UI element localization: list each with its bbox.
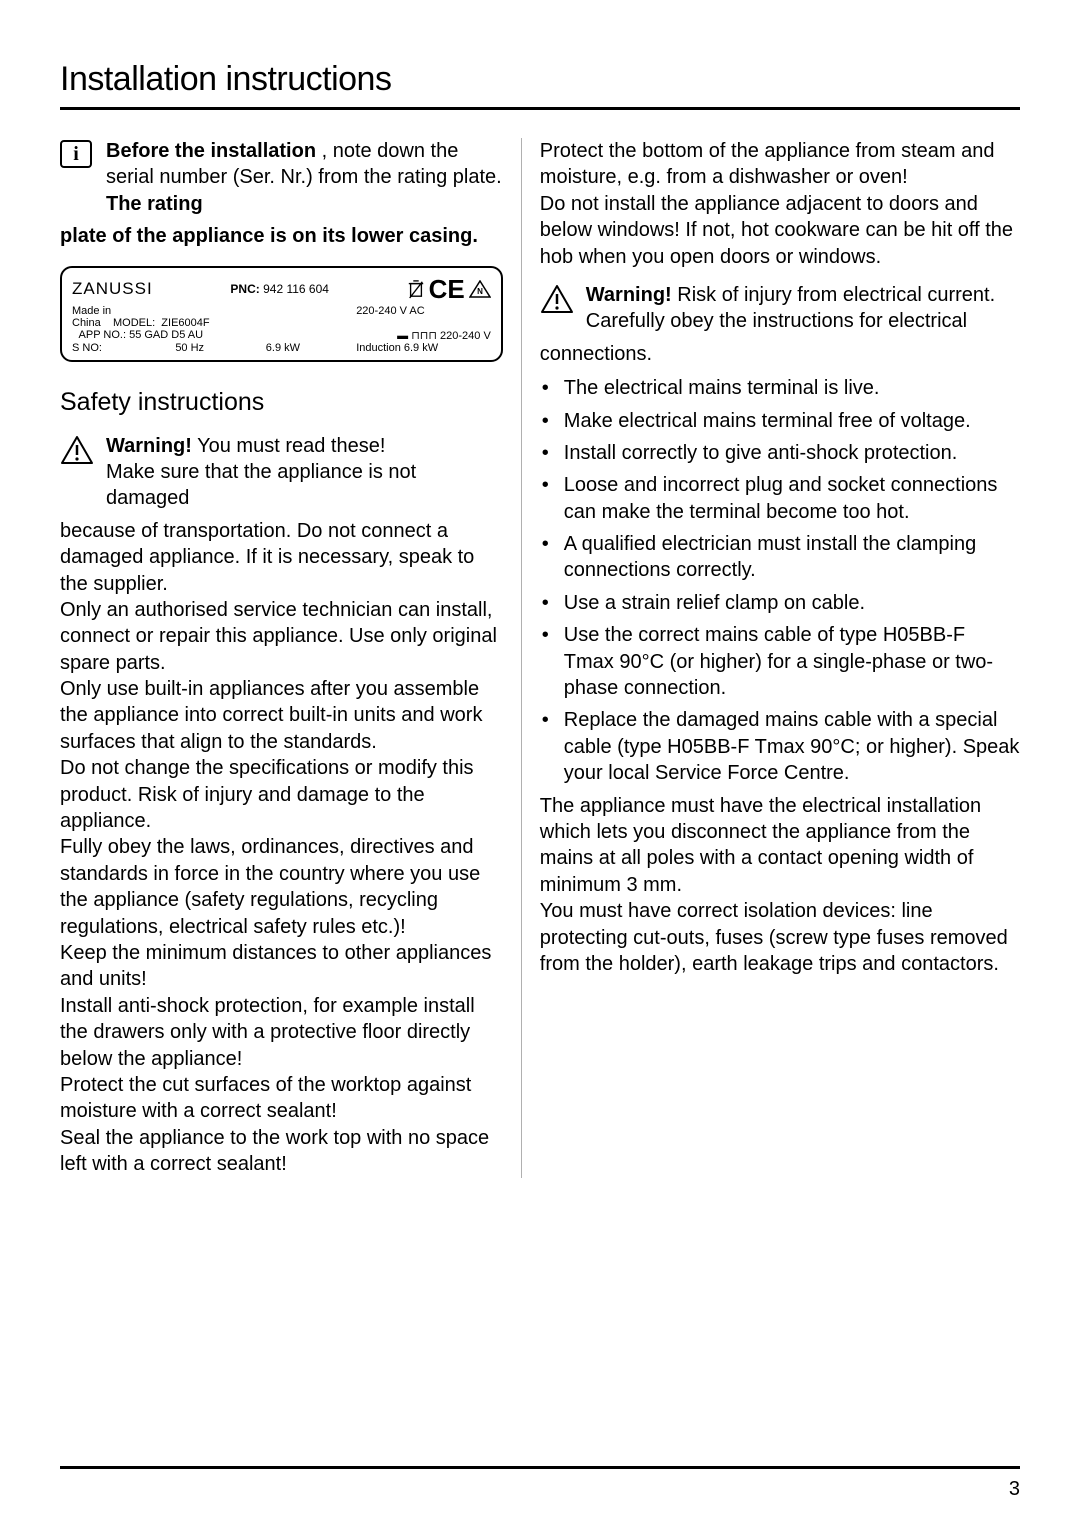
plate-voltage1: 220-240 V AC [356, 305, 491, 329]
warning-right-text: Warning! Risk of injury from electrical … [586, 282, 995, 335]
safety-block: because of transportation. Do not connec… [60, 518, 503, 1178]
column-right: Protect the bottom of the appliance from… [521, 138, 1020, 1178]
warn-continue: connections. [540, 341, 1020, 367]
warning-callout-left: Warning! You must read these! Make sure … [60, 433, 503, 512]
right-p4: You must have correct isolation devices:… [540, 898, 1020, 977]
right-p1: Protect the bottom of the appliance from… [540, 138, 1020, 191]
list-item: Use the correct mains cable of type H05B… [540, 622, 1020, 701]
svg-text:N: N [477, 287, 483, 296]
approval-icon: N [469, 280, 491, 298]
plate-made: Made in China MODEL: ZIE6004F [72, 305, 210, 329]
warning-left-text: Warning! You must read these! Make sure … [106, 433, 503, 512]
page-title: Installation instructions [60, 60, 1020, 99]
page-number: 3 [1009, 1478, 1020, 1501]
warning-callout-right: Warning! Risk of injury from electrical … [540, 282, 1020, 335]
list-item: Use a strain relief clamp on cable. [540, 590, 1020, 616]
list-item: A qualified electrician must install the… [540, 531, 1020, 584]
footer-rule [60, 1466, 1020, 1469]
right-p3: The appliance must have the electrical i… [540, 793, 1020, 899]
list-item: Install correctly to give anti-shock pro… [540, 440, 1020, 466]
info-bold2-part2: plate of the appliance is on its lower c… [60, 223, 503, 249]
warning-icon [540, 284, 574, 314]
right-p2: Do not install the appliance adjacent to… [540, 191, 1020, 270]
info-text: Before the installation , note down the … [106, 138, 503, 217]
column-left: i Before the installation , note down th… [60, 138, 521, 1178]
ce-mark-icon: CE N [407, 274, 491, 305]
two-column-layout: i Before the installation , note down th… [60, 138, 1020, 1178]
safety-p1a: Make sure that the appliance is not dama… [106, 459, 503, 512]
info-callout: i Before the installation , note down th… [60, 138, 503, 217]
warning-icon [60, 435, 94, 465]
list-item: The electrical mains terminal is live. [540, 375, 1020, 401]
plate-brand: ZANUSSI [72, 279, 153, 299]
info-icon: i [60, 140, 92, 168]
plate-pnc: PNC: 942 116 604 [230, 282, 329, 296]
plate-appno: APP NO.: 55 GAD D5 AU [72, 329, 210, 342]
bin-icon [407, 278, 425, 300]
info-lead: Before the installation [106, 140, 316, 162]
info-bold2-part1: The rating [106, 193, 203, 215]
plate-voltage2: ▬ ⊓⊓⊓ 220-240 V [356, 329, 491, 342]
list-item: Make electrical mains terminal free of v… [540, 408, 1020, 434]
safety-heading: Safety instructions [60, 388, 503, 417]
list-item: Replace the damaged mains cable with a s… [540, 707, 1020, 786]
plate-kw: 6.9 kW [216, 342, 351, 354]
rating-plate: ZANUSSI PNC: 942 116 604 CE N Made in Ch… [60, 266, 503, 362]
list-item: Loose and incorrect plug and socket conn… [540, 472, 1020, 525]
plate-induction: Induction 6.9 kW [356, 342, 491, 354]
title-rule [60, 107, 1020, 110]
plate-sno: S NO: 50 Hz [72, 342, 210, 354]
bullet-list: The electrical mains terminal is live. M… [540, 375, 1020, 786]
